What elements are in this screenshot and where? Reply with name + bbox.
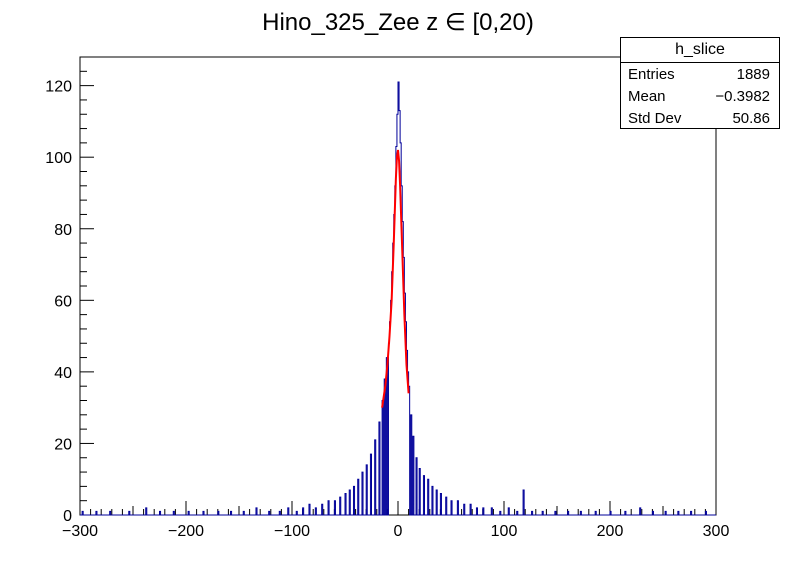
y-tick-label: 40 xyxy=(54,365,72,382)
y-tick-label: 20 xyxy=(54,436,72,453)
chart-title: Hino_325_Zee z ∈ [0,20) xyxy=(262,9,534,36)
y-tick-label: 0 xyxy=(63,508,72,525)
axis-tick-labels: −300 −200 −100 0 100 200 300 0 20 40 60 80 100 120 xyxy=(45,79,729,540)
stats-title: h_slice xyxy=(621,38,779,63)
x-tick-label: 100 xyxy=(491,523,518,540)
x-tick-label: 300 xyxy=(703,523,730,540)
stats-row-entries: Entries 1889 xyxy=(621,63,779,85)
x-tick-label: 200 xyxy=(597,523,624,540)
x-tick-label: 0 xyxy=(394,523,403,540)
stats-value-entries: 1889 xyxy=(736,66,770,83)
stats-label-stddev: Std Dev xyxy=(628,110,682,127)
x-tick-label: −300 xyxy=(62,523,98,540)
y-tick-label: 60 xyxy=(54,293,72,310)
stats-value-mean: −0.3982 xyxy=(715,88,770,105)
y-tick-label: 100 xyxy=(45,150,72,167)
stats-label-entries: Entries xyxy=(628,66,675,83)
histogram-series xyxy=(80,81,716,516)
axis-ticks xyxy=(79,56,717,516)
stats-row-stddev: Std Dev 50.86 xyxy=(621,107,779,129)
stats-label-mean: Mean xyxy=(628,88,666,105)
y-tick-label: 80 xyxy=(54,222,72,239)
stats-box: h_slice Entries 1889 Mean −0.3982 Std De… xyxy=(620,37,780,129)
stats-row-mean: Mean −0.3982 xyxy=(621,85,779,107)
fit-curve xyxy=(381,149,410,408)
series-layer xyxy=(80,81,716,516)
stats-value-stddev: 50.86 xyxy=(732,110,770,127)
x-tick-label: −200 xyxy=(168,523,204,540)
y-tick-label: 120 xyxy=(45,79,72,96)
x-tick-label: −100 xyxy=(274,523,310,540)
